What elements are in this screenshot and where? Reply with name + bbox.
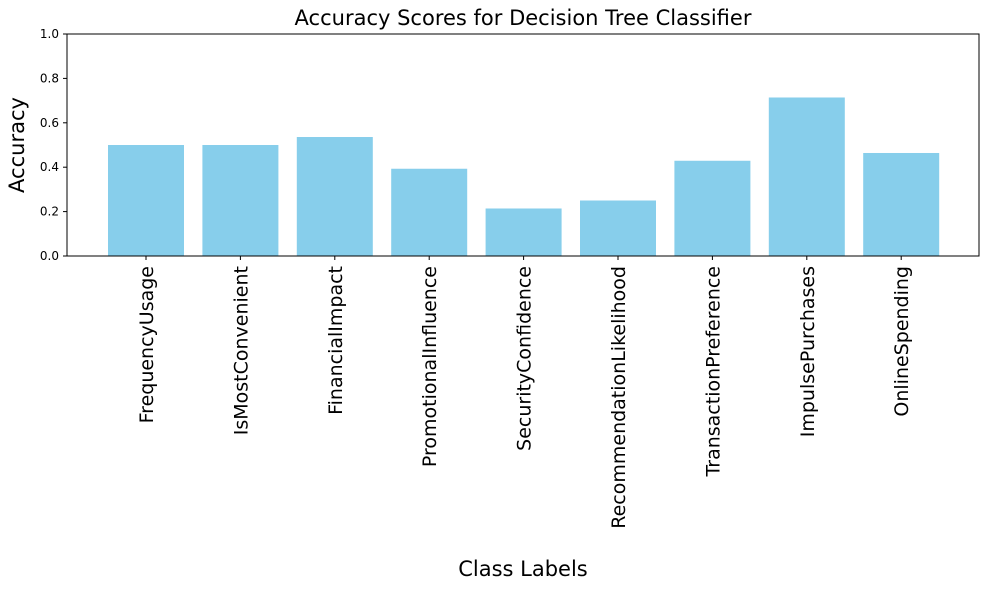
bar-impulsepurchases (768, 97, 845, 257)
y-tick-label: 0.2 (40, 205, 59, 219)
y-tick-label: 0.8 (40, 71, 59, 85)
bar-promotionalinfluence (391, 168, 468, 256)
bar-recommendationlikelihood (580, 200, 656, 256)
bars-group (108, 97, 940, 257)
x-tick-label: SecurityConfidence (514, 266, 536, 451)
x-axis-ticks: FrequencyUsage IsMostConvenient FinancialI… (136, 256, 913, 529)
bar-ismostconvenient (202, 145, 279, 256)
bar-onlinespending (863, 152, 940, 256)
bar-frequencyusage (108, 145, 184, 256)
x-tick-label: OnlineSpending (891, 266, 913, 417)
bar-securityconfidence (485, 208, 562, 256)
y-axis-title: Accuracy (5, 97, 29, 193)
x-tick-label: RecommendationLikelihood (608, 266, 630, 529)
bar-financialimpact (296, 137, 373, 256)
y-axis-ticks: 0.0 0.2 0.4 0.6 0.8 1.0 (40, 27, 67, 263)
x-tick-label: FinancialImpact (325, 266, 347, 415)
y-tick-label: 1.0 (40, 27, 59, 41)
x-tick-label: ImpulsePurchases (797, 266, 819, 437)
x-axis-title: Class Labels (458, 557, 588, 581)
x-tick-label: PromotionalInfluence (419, 266, 441, 467)
chart-title: Accuracy Scores for Decision Tree Classi… (295, 6, 752, 30)
x-tick-label: IsMostConvenient (230, 266, 252, 435)
y-tick-label: 0.0 (40, 249, 59, 263)
x-tick-label: TransactionPreference (702, 266, 724, 478)
bar-transactionpreference (674, 160, 751, 256)
x-tick-label: FrequencyUsage (136, 266, 158, 423)
y-tick-label: 0.4 (40, 160, 59, 174)
y-tick-label: 0.6 (40, 116, 59, 130)
plot-frame (66, 33, 980, 257)
